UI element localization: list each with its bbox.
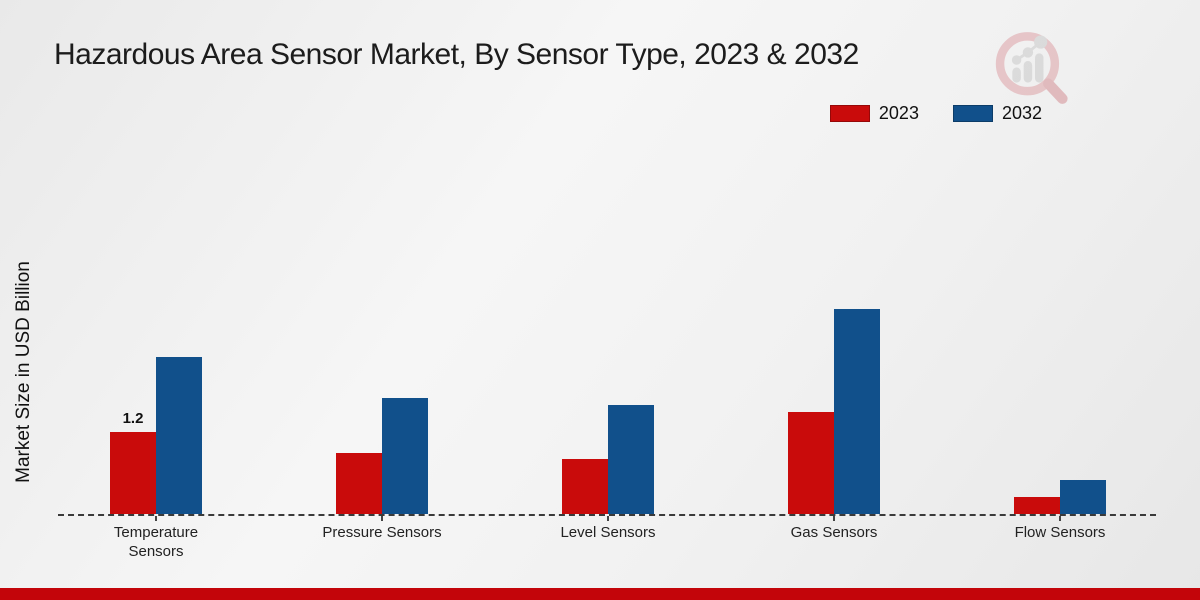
bar-2023-level-sensors <box>562 459 608 514</box>
bar-2023-flow-sensors <box>1014 497 1060 514</box>
x-axis-tick <box>381 516 383 521</box>
legend-label: 2023 <box>878 103 919 123</box>
legend-swatch-2023 <box>829 105 870 122</box>
data-label-2023-temperature-sensors: 1.2 <box>122 410 144 428</box>
x-axis-tick <box>833 516 835 521</box>
bar-2032-level-sensors <box>608 405 654 514</box>
x-axis-baseline <box>58 514 1156 516</box>
bar-2032-pressure-sensors <box>382 398 428 514</box>
legend: 2023 2032 <box>829 103 1042 124</box>
legend-item-2023: 2023 <box>829 103 919 124</box>
y-axis-label: Market Size in USD Billion <box>13 261 34 483</box>
chart-title: Hazardous Area Sensor Market, By Sensor … <box>54 38 859 71</box>
category-label-flow-sensors: Flow Sensors <box>1014 524 1106 541</box>
category-label-pressure-sensors: Pressure Sensors <box>322 524 442 541</box>
legend-swatch-2032 <box>952 105 993 122</box>
legend-label: 2032 <box>1001 103 1042 123</box>
footer-accent-bar <box>0 588 1200 600</box>
legend-item-2032: 2032 <box>952 103 1042 124</box>
bar-2023-temperature-sensors <box>110 432 156 514</box>
x-axis-tick <box>607 516 609 521</box>
bar-2032-flow-sensors <box>1060 480 1106 514</box>
category-label-level-sensors: Level Sensors <box>560 524 656 541</box>
x-axis-tick <box>155 516 157 521</box>
x-axis-tick <box>1059 516 1061 521</box>
category-label-gas-sensors: Gas Sensors <box>790 524 878 541</box>
market-research-magnifier-logo <box>995 32 1068 104</box>
bar-2032-temperature-sensors <box>156 357 202 514</box>
bar-2023-pressure-sensors <box>336 453 382 514</box>
category-label-temperature-sensors: Temperature Sensors <box>113 524 199 560</box>
bar-2023-gas-sensors <box>788 412 834 514</box>
bar-2032-gas-sensors <box>834 309 880 514</box>
